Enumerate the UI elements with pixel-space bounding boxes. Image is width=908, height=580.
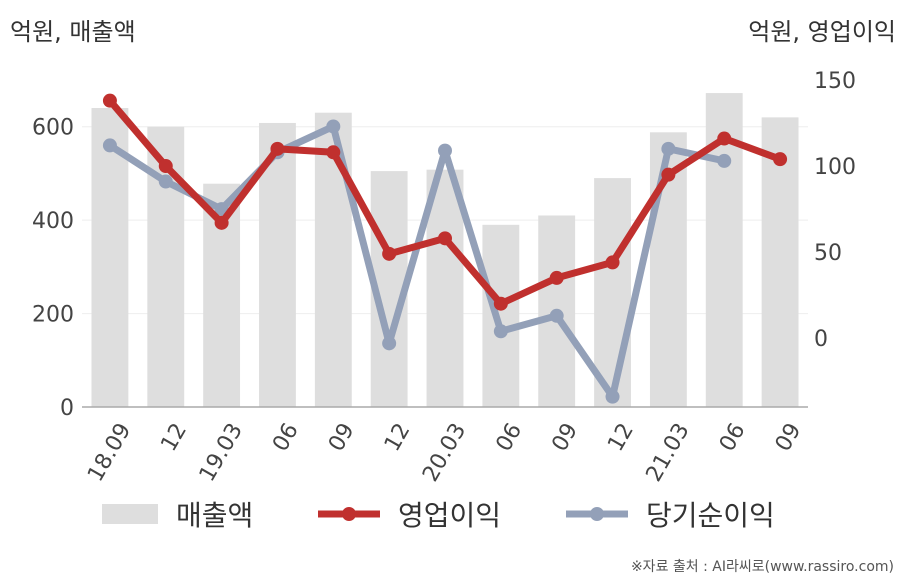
x-tick-label: 12 xyxy=(380,419,416,456)
legend-label-net-income: 당기순이익 xyxy=(646,499,775,532)
legend-label-revenue: 매출액 xyxy=(176,499,254,532)
point-net-income xyxy=(661,141,676,156)
x-tick-label: 12 xyxy=(156,419,192,456)
point-operating-profit xyxy=(270,141,285,156)
point-operating-profit xyxy=(158,159,173,174)
point-net-income xyxy=(493,324,508,339)
point-net-income xyxy=(102,138,117,153)
x-tick-label: 19.03 xyxy=(195,419,248,486)
point-operating-profit xyxy=(214,215,229,230)
point-net-income xyxy=(158,174,173,189)
point-net-income xyxy=(605,389,620,404)
left-tick-label: 600 xyxy=(32,116,74,141)
line-net-income xyxy=(106,122,728,401)
legend-item-operating-profit: 영업이익 xyxy=(318,492,501,536)
legend-item-revenue: 매출액 xyxy=(102,492,253,536)
point-operating-profit xyxy=(717,131,732,146)
point-net-income xyxy=(326,119,341,134)
point-net-income xyxy=(549,308,564,323)
legend-swatch-net-income xyxy=(566,507,628,521)
point-operating-profit xyxy=(605,255,620,270)
right-axis-unit-label: 억원, 영업이익 xyxy=(748,18,896,46)
right-tick-label: 0 xyxy=(814,327,828,352)
bar-revenue xyxy=(91,108,129,408)
left-axis-unit-label: 억원, 매출액 xyxy=(10,18,136,46)
point-net-income xyxy=(438,143,452,158)
x-tick-label: 20.03 xyxy=(418,419,471,486)
x-tick-label: 06 xyxy=(492,419,528,456)
point-operating-profit xyxy=(493,296,508,311)
bar-revenue xyxy=(426,169,464,407)
left-tick-label: 200 xyxy=(32,303,74,328)
left-tick-label: 400 xyxy=(32,209,74,234)
source-note: ※자료 출처 : AI라씨로(www.rassiro.com) xyxy=(630,559,894,575)
legend-item-net-income: 당기순이익 xyxy=(566,492,775,536)
x-tick-label: 21.03 xyxy=(642,419,695,486)
legend-label-operating-profit: 영업이익 xyxy=(398,499,502,532)
x-tick-label: 09 xyxy=(547,419,583,456)
point-operating-profit xyxy=(102,93,117,108)
x-tick-label: 06 xyxy=(268,419,304,456)
legend: 매출액 영업이익 당기순이익 xyxy=(0,492,908,536)
point-net-income xyxy=(382,336,397,351)
point-net-income xyxy=(717,153,732,168)
point-operating-profit xyxy=(438,231,452,246)
point-operating-profit xyxy=(382,246,397,261)
x-tick-label: 18.09 xyxy=(83,419,136,486)
x-tick-label: 06 xyxy=(715,419,751,456)
right-tick-label: 150 xyxy=(814,69,856,94)
x-tick-label: 12 xyxy=(603,419,639,456)
right-tick-label: 50 xyxy=(814,241,842,266)
point-operating-profit xyxy=(773,152,788,167)
right-tick-label: 100 xyxy=(814,155,856,180)
left-tick-label: 0 xyxy=(60,396,74,421)
point-operating-profit xyxy=(326,145,341,160)
point-operating-profit xyxy=(661,167,676,182)
x-tick-label: 09 xyxy=(771,419,807,456)
point-operating-profit xyxy=(549,270,564,285)
x-tick-label: 09 xyxy=(324,419,360,456)
bar-revenue xyxy=(594,178,631,407)
legend-swatch-revenue xyxy=(102,504,158,524)
bar-revenue xyxy=(482,224,520,407)
legend-swatch-operating-profit xyxy=(318,507,380,521)
